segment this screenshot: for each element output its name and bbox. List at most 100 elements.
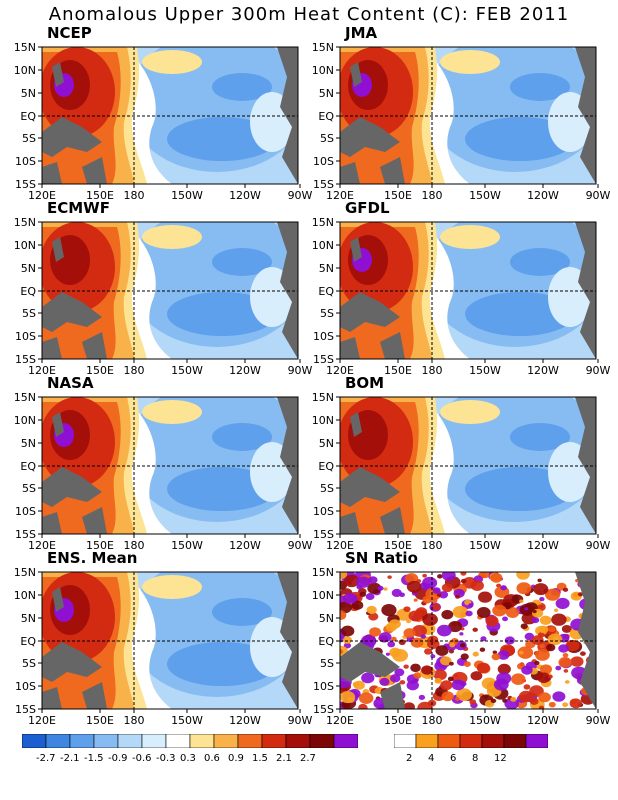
- sn-colorbar: [393, 733, 549, 752]
- anomaly-colorbar-swatches: [21, 733, 359, 749]
- y-tick-label: 10N: [312, 414, 334, 427]
- y-tick-label: 15S: [15, 178, 36, 191]
- x-tick-label: 150W: [469, 714, 501, 727]
- x-tick-label: 150W: [171, 539, 203, 552]
- y-tick-label: 15N: [312, 41, 334, 54]
- colorbar-swatch: [285, 733, 311, 749]
- y-tick-label: 5N: [21, 612, 36, 625]
- x-tick-label: 120E: [326, 364, 354, 377]
- x-tick-label: 150W: [171, 189, 203, 202]
- x-tick-label: 150E: [86, 539, 114, 552]
- colorbar-swatch: [415, 733, 439, 749]
- y-tick-label: 15S: [15, 353, 36, 366]
- map-panel-bom: 15N 10N 5N EQ 5S 10S 15S 120E 150E 180 150W 120W 90W…: [298, 374, 618, 559]
- x-tick-label: 150W: [469, 539, 501, 552]
- colorbar-label: -0.3: [156, 753, 176, 764]
- y-tick-label: 15S: [15, 703, 36, 716]
- x-tick-label: 90W: [288, 539, 313, 552]
- colorbar-swatch: [45, 733, 71, 749]
- y-tick-label: 5N: [319, 612, 334, 625]
- y-tick-label: 10N: [14, 64, 36, 77]
- y-tick-label: 5S: [320, 132, 334, 145]
- x-tick-label: 150E: [384, 189, 412, 202]
- x-tick-label: 150W: [469, 364, 501, 377]
- x-tick-label: 120W: [527, 714, 559, 727]
- colorbar-label: 12: [494, 753, 507, 764]
- x-tick-label: 150E: [384, 714, 412, 727]
- y-tick-label: 10S: [313, 680, 334, 693]
- y-tick-label: 10S: [15, 505, 36, 518]
- y-tick-label: 5S: [320, 307, 334, 320]
- y-tick-label: 5N: [21, 262, 36, 275]
- y-tick-label: 15N: [14, 216, 36, 229]
- y-tick-label: 5N: [319, 87, 334, 100]
- y-tick-label: 5N: [21, 437, 36, 450]
- y-tick-label: EQ: [318, 635, 334, 648]
- x-tick-label: 90W: [586, 189, 611, 202]
- colorbar-swatch: [437, 733, 461, 749]
- x-tick-label: 120W: [527, 364, 559, 377]
- colorbar-swatch: [459, 733, 483, 749]
- panel-title: ECMWF: [47, 199, 110, 217]
- x-tick-label: 150E: [86, 714, 114, 727]
- colorbar-swatch: [261, 733, 287, 749]
- x-tick-label: 150W: [171, 364, 203, 377]
- y-tick-label: 5N: [319, 262, 334, 275]
- y-tick-label: 5N: [319, 437, 334, 450]
- y-tick-label: 15N: [312, 391, 334, 404]
- x-tick-label: 150E: [384, 539, 412, 552]
- colorbar-label: 2: [406, 753, 413, 764]
- x-tick-label: 150W: [469, 189, 501, 202]
- y-tick-label: 10S: [15, 330, 36, 343]
- x-tick-label: 180: [124, 539, 145, 552]
- x-tick-label: 120E: [28, 714, 56, 727]
- y-tick-label: EQ: [318, 460, 334, 473]
- y-tick-label: 10N: [14, 239, 36, 252]
- colorbar-label: 2.1: [276, 753, 292, 764]
- figure-title: Anomalous Upper 300m Heat Content (C): F…: [48, 4, 570, 25]
- colorbar-label: 0.9: [228, 753, 244, 764]
- y-tick-label: 5S: [22, 307, 36, 320]
- y-tick-label: 5S: [320, 482, 334, 495]
- map-panel-gfdl: 15N 10N 5N EQ 5S 10S 15S 120E 150E 180 150W 120W 90W…: [298, 199, 618, 384]
- map-panel-ecmwf: 15N 10N 5N EQ 5S 10S 15S 120E 150E 180 150W 120W 90W…: [0, 199, 326, 384]
- map-panel-ens-mean: 15N 10N 5N EQ 5S 10S 15S 120E 150E 180 150W 120W 90W…: [0, 549, 326, 734]
- x-tick-label: 120E: [326, 714, 354, 727]
- colorbar-label: 1.5: [252, 753, 268, 764]
- y-tick-label: 15N: [14, 41, 36, 54]
- y-tick-label: 10S: [15, 155, 36, 168]
- y-tick-label: 5S: [22, 132, 36, 145]
- colorbar-swatch: [481, 733, 505, 749]
- colorbar-swatch: [237, 733, 263, 749]
- y-tick-label: EQ: [20, 635, 36, 648]
- y-tick-label: 10N: [14, 589, 36, 602]
- colorbar-swatch: [69, 733, 95, 749]
- x-tick-label: 180: [422, 189, 443, 202]
- y-tick-label: 10S: [313, 505, 334, 518]
- x-tick-label: 120W: [229, 539, 261, 552]
- y-tick-label: EQ: [20, 460, 36, 473]
- colorbar-label: 2.7: [300, 753, 316, 764]
- x-tick-label: 180: [124, 714, 145, 727]
- y-tick-label: 15N: [312, 566, 334, 579]
- colorbar-swatch: [117, 733, 143, 749]
- y-tick-label: 5S: [320, 657, 334, 670]
- anomaly-colorbar: [21, 733, 359, 752]
- y-tick-label: 15S: [15, 528, 36, 541]
- y-tick-label: 10N: [14, 414, 36, 427]
- colorbar-swatch: [525, 733, 549, 749]
- colorbar-swatch: [503, 733, 527, 749]
- x-tick-label: 90W: [288, 189, 313, 202]
- map-panel-nasa: 15N 10N 5N EQ 5S 10S 15S 120E 150E 180 150W 120W 90W…: [0, 374, 326, 559]
- y-tick-label: 10N: [312, 64, 334, 77]
- x-tick-label: 150W: [171, 714, 203, 727]
- y-tick-label: 15N: [14, 391, 36, 404]
- y-tick-label: EQ: [318, 110, 334, 123]
- colorbar-swatch: [165, 733, 191, 749]
- map-panel-sn-ratio: 15N 10N 5N EQ 5S 10S 15S 120E 150E 180 150W 120W 90W…: [298, 549, 618, 734]
- y-tick-label: 10S: [313, 330, 334, 343]
